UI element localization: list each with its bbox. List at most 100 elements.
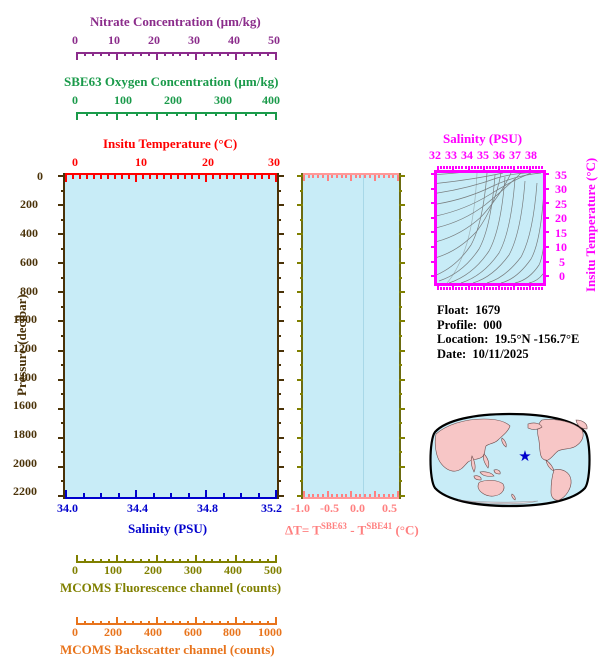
ts-temp-tick-4: 15	[555, 226, 567, 240]
temp-tick-1: 10	[135, 155, 147, 169]
ts-temp-tick-0: 35	[555, 168, 567, 182]
fluorescence-ruler	[76, 555, 277, 563]
metadata-date-value: 10/11/2025	[472, 346, 529, 361]
temp-tick-0: 0	[72, 155, 78, 169]
metadata-date-row: Date: 10/11/2025	[437, 347, 579, 362]
dt-panel-right-ticks	[399, 175, 405, 497]
main-profile-panel[interactable]	[63, 173, 279, 499]
ts-sal-tick-3: 35	[477, 148, 489, 162]
nitrate-ruler	[76, 52, 277, 60]
pressure-tick-9: 1800	[13, 427, 37, 441]
ts-sal-tick-1: 33	[445, 148, 457, 162]
ts-panel-right-ticks	[543, 173, 549, 283]
pressure-tick-8: 1600	[13, 398, 37, 412]
nitrate-tick-3: 30	[188, 33, 200, 47]
dt-title-part3: (°C)	[392, 522, 419, 538]
fluor-tick-2: 200	[144, 563, 162, 577]
ts-panel-left-ticks	[431, 173, 437, 283]
salinity-tick-1: 34.4	[127, 501, 148, 515]
dt-tick-3: 0.5	[382, 501, 397, 515]
salinity-tick-2: 34.8	[197, 501, 218, 515]
dt-tick-1: -0.5	[320, 501, 339, 515]
pressure-tick-1: 200	[20, 197, 38, 211]
ts-temp-tick-3: 20	[555, 211, 567, 225]
oxygen-axis-title: SBE63 Oxygen Concentration (µm/kg)	[64, 74, 279, 89]
metadata-profile-label: Profile:	[437, 317, 478, 332]
backscatter-axis-title: MCOMS Backscatter channel (counts)	[60, 642, 275, 657]
ts-temp-tick-7: 0	[559, 269, 565, 283]
ts-diagram-panel[interactable]	[434, 170, 546, 286]
pressure-tick-3: 600	[20, 255, 38, 269]
float-position-star-icon: ★	[518, 447, 531, 465]
backs-tick-3: 600	[184, 625, 202, 639]
world-map[interactable]: ★	[428, 410, 593, 510]
ts-sal-tick-6: 38	[525, 148, 537, 162]
metadata-float-value: 1679	[475, 303, 501, 317]
delta-t-panel[interactable]	[301, 173, 401, 499]
dt-title-part2: - T	[346, 522, 367, 538]
metadata-date-label: Date:	[437, 346, 467, 361]
oxygen-tick-1: 100	[114, 93, 132, 107]
oxygen-tick-0: 0	[72, 93, 78, 107]
metadata-float-row: Float: 1679	[437, 303, 579, 318]
pressure-tick-11: 2200	[13, 484, 37, 498]
main-panel-bottom-ticks	[65, 490, 277, 497]
metadata-float-label: Float:	[437, 303, 469, 317]
dt-panel-bottom-ticks	[303, 491, 399, 497]
dt-tick-0: -1.0	[291, 501, 310, 515]
dt-panel-bottom-axis	[302, 497, 400, 499]
oxygen-tick-4: 400	[262, 93, 280, 107]
ts-isopycnal-contours	[437, 173, 543, 283]
temp-tick-2: 20	[202, 155, 214, 169]
ts-temp-tick-5: 10	[555, 240, 567, 254]
dt-panel-top-axis	[302, 173, 400, 175]
dt-title-sup1: SBE63	[320, 521, 347, 531]
main-panel-top-ticks	[65, 175, 277, 182]
pressure-tick-2: 400	[20, 226, 38, 240]
dt-title-part1: ΔT= T	[285, 522, 321, 538]
ts-sal-tick-0: 32	[429, 148, 441, 162]
metadata-location-row: Location: 19.5°N -156.7°E	[437, 332, 579, 347]
ts-temp-tick-1: 30	[555, 182, 567, 196]
main-panel-left-ticks	[58, 175, 65, 497]
pressure-tick-0: 0	[37, 169, 43, 183]
metadata-location-label: Location:	[437, 332, 489, 346]
pressure-tick-10: 2000	[13, 456, 37, 470]
dt-tick-2: 0.0	[350, 501, 365, 515]
salinity-tick-0: 34.0	[57, 501, 78, 515]
backs-tick-5: 1000	[258, 625, 282, 639]
pressure-tick-4: 800	[20, 284, 38, 298]
main-panel-top-axis	[64, 173, 278, 175]
ts-temp-tick-2: 25	[555, 197, 567, 211]
ts-temp-tick-6: 5	[559, 255, 565, 269]
ts-panel-top-ticks	[437, 166, 543, 172]
temperature-axis-title: Insitu Temperature (°C)	[103, 136, 238, 151]
salinity-axis-title: Salinity (PSU)	[128, 521, 208, 536]
delta-t-axis-title: ΔT= TSBE63 - TSBE41 (°C)	[285, 521, 419, 538]
dt-zero-reference-line	[363, 175, 364, 497]
nitrate-axis-title: Nitrate Concentration (µm/kg)	[90, 14, 261, 29]
landmasses	[434, 418, 588, 505]
ts-panel-bottom-ticks	[437, 284, 543, 290]
world-map-svg: ★	[429, 412, 591, 508]
fluorescence-axis-title: MCOMS Fluorescence channel (counts)	[60, 580, 282, 595]
nitrate-tick-2: 20	[148, 33, 160, 47]
metadata-profile-value: 000	[483, 317, 503, 332]
fluor-tick-0: 0	[72, 563, 78, 577]
backs-tick-1: 200	[104, 625, 122, 639]
ts-sal-tick-4: 36	[493, 148, 505, 162]
ts-sal-tick-5: 37	[509, 148, 521, 162]
dt-panel-top-ticks	[303, 175, 399, 181]
temp-tick-3: 30	[268, 155, 280, 169]
pressure-tick-5: 1000	[13, 312, 37, 326]
salinity-tick-3: 35.2	[261, 501, 282, 515]
pressure-tick-7: 1400	[13, 370, 37, 384]
fluor-tick-4: 400	[224, 563, 242, 577]
dt-title-sup2: SBE41	[366, 521, 393, 531]
backs-tick-4: 800	[223, 625, 241, 639]
ts-sal-tick-2: 34	[461, 148, 473, 162]
fluor-tick-5: 500	[264, 563, 282, 577]
nitrate-tick-0: 0	[72, 33, 78, 47]
metadata-profile-row: Profile: 000	[437, 318, 579, 333]
main-panel-bottom-axis	[64, 497, 278, 499]
